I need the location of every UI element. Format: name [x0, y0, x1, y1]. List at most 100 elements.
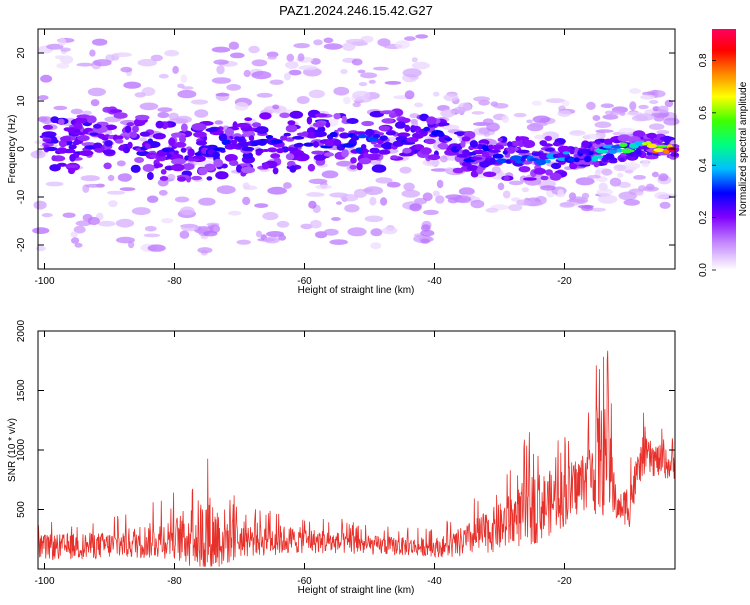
spectrogram-cell	[174, 196, 190, 203]
spectrogram-cell	[663, 117, 680, 126]
spectrogram-cell	[470, 170, 479, 178]
spectrogram-cell	[107, 174, 115, 182]
spectrogram-cell	[87, 87, 106, 97]
spectrogram-cell	[438, 142, 449, 150]
spectrogram-cell	[395, 40, 410, 49]
spectrogram-cell	[329, 239, 348, 246]
spectrogram-cell	[411, 61, 430, 70]
spectrogram-cell	[106, 190, 126, 195]
spectrogram-cell	[80, 175, 101, 182]
spectrogram-cell	[604, 153, 615, 160]
spectrogram-cell	[321, 170, 339, 179]
spectrogram-cell	[462, 149, 470, 157]
x-tick-label: -20	[557, 576, 572, 587]
spectrogram-cell	[352, 90, 371, 100]
spectrogram-cell	[370, 242, 382, 250]
spectrogram-cell	[276, 220, 290, 228]
spectrogram-cell	[552, 141, 561, 147]
spectrogram-cell	[171, 163, 185, 172]
snr-y-ticks: 500 1000 1500 2000	[16, 319, 675, 518]
y-tick-label: -20	[16, 237, 27, 252]
spectrogram-cell	[211, 46, 231, 53]
spectrogram-x-axis-label: Height of straight line (km)	[298, 285, 415, 296]
spectrogram-cell	[129, 131, 138, 139]
spectrogram-cell	[583, 205, 592, 210]
spectrogram-cell	[569, 149, 575, 155]
spectrogram-cell	[164, 49, 180, 57]
spectrogram-cell	[411, 57, 418, 63]
spectrogram-cell	[622, 162, 641, 170]
spectrogram-cell	[116, 160, 126, 167]
spectrogram-cell	[214, 120, 224, 125]
spectrogram-cell	[357, 69, 366, 74]
spectrogram-cell	[507, 141, 513, 148]
spectrogram-cell	[75, 116, 88, 124]
spectrogram-cell	[365, 128, 375, 137]
spectrogram-cell	[323, 152, 335, 157]
spectrogram-cell	[473, 96, 491, 102]
spectrogram-cell	[624, 169, 634, 174]
spectrogram-cell	[205, 127, 219, 133]
spectrogram-cell	[653, 148, 665, 153]
spectrogram-cell	[236, 164, 243, 173]
spectrogram-cell	[381, 142, 394, 149]
spectrogram-cell	[40, 116, 53, 125]
spectrogram-cell	[158, 73, 169, 79]
spectrogram-cell	[179, 230, 190, 239]
snr-series-line	[37, 350, 676, 567]
spectrogram-cell	[218, 133, 228, 142]
spectrogram-cell	[226, 84, 242, 91]
spectrogram-cell	[168, 137, 176, 146]
spectrogram-cell	[540, 185, 556, 191]
spectrogram-cell	[436, 179, 444, 189]
spectrogram-cell	[122, 146, 130, 154]
spectrogram-cell	[351, 58, 363, 66]
spectrogram-cell	[404, 90, 415, 100]
spectrogram-cell	[216, 65, 225, 75]
spectrogram-cell	[162, 148, 170, 153]
spectrogram-cell	[329, 131, 338, 138]
spectrogram-cell	[515, 136, 521, 142]
spectrogram-cell	[77, 135, 90, 142]
spectrogram-cell	[280, 135, 288, 141]
spectrogram-cell	[590, 207, 606, 212]
spectrogram-cell	[255, 150, 262, 156]
spectrogram-cell	[626, 149, 635, 153]
spectrogram-cell	[361, 120, 374, 127]
spectrogram-cell	[147, 172, 154, 180]
spectrogram-cell	[634, 113, 655, 121]
spectrogram-cell	[108, 200, 118, 208]
spectrogram-cell	[578, 148, 590, 154]
spectrogram-cell	[351, 134, 360, 141]
spectrogram-cell	[313, 122, 325, 128]
spectrogram-cell	[531, 100, 542, 106]
spectrogram-cell	[44, 146, 58, 152]
spectrogram-cell	[562, 151, 570, 155]
spectrogram-cell	[659, 201, 671, 209]
spectrogram-cell	[161, 218, 174, 224]
spectrogram-cell	[401, 189, 421, 198]
spectrogram-cell	[458, 187, 475, 196]
spectrogram-cell	[427, 154, 441, 161]
spectrogram-cell	[187, 148, 195, 157]
spectrogram-cell	[297, 53, 305, 62]
spectrogram-cell	[341, 115, 347, 121]
spectrogram-cell	[648, 123, 665, 130]
spectrogram-cell	[147, 138, 153, 144]
y-tick-label: 20	[16, 47, 27, 59]
spectrogram-cell	[46, 43, 64, 50]
spectrogram-cell	[241, 146, 255, 152]
y-tick-label: 10	[16, 95, 27, 107]
spectrogram-cell	[301, 131, 309, 137]
spectrogram-cell	[89, 49, 96, 57]
colorbar-tick-label: 0.8	[698, 53, 709, 67]
spectrogram-cell	[342, 42, 356, 51]
spectrogram-cell	[557, 145, 572, 153]
spectrogram-cell	[544, 148, 555, 152]
spectrogram-cell	[120, 66, 133, 73]
spectrogram-cell	[51, 139, 59, 144]
spectrogram-cell	[641, 160, 650, 168]
spectrogram-cell	[414, 102, 424, 108]
spectrogram-cell	[303, 142, 315, 147]
